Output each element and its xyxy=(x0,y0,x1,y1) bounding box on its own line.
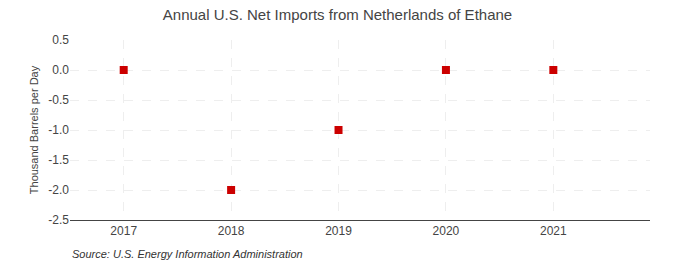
svg-text:-0.5: -0.5 xyxy=(48,93,69,107)
svg-text:-2.5: -2.5 xyxy=(48,213,69,227)
svg-text:2019: 2019 xyxy=(325,224,352,238)
svg-text:0.0: 0.0 xyxy=(52,63,69,77)
svg-text:-1.5: -1.5 xyxy=(48,153,69,167)
svg-text:2017: 2017 xyxy=(110,224,137,238)
svg-text:0.5: 0.5 xyxy=(52,33,69,47)
svg-text:Annual U.S. Net Imports from N: Annual U.S. Net Imports from Netherlands… xyxy=(163,6,512,23)
svg-text:2018: 2018 xyxy=(218,224,245,238)
svg-text:Source: U.S. Energy Informatio: Source: U.S. Energy Information Administ… xyxy=(72,248,303,260)
svg-text:2020: 2020 xyxy=(433,224,460,238)
svg-text:-2.0: -2.0 xyxy=(48,183,69,197)
svg-text:Thousand Barrels per Day: Thousand Barrels per Day xyxy=(28,65,40,194)
svg-text:2021: 2021 xyxy=(540,224,567,238)
svg-text:-1.0: -1.0 xyxy=(48,123,69,137)
